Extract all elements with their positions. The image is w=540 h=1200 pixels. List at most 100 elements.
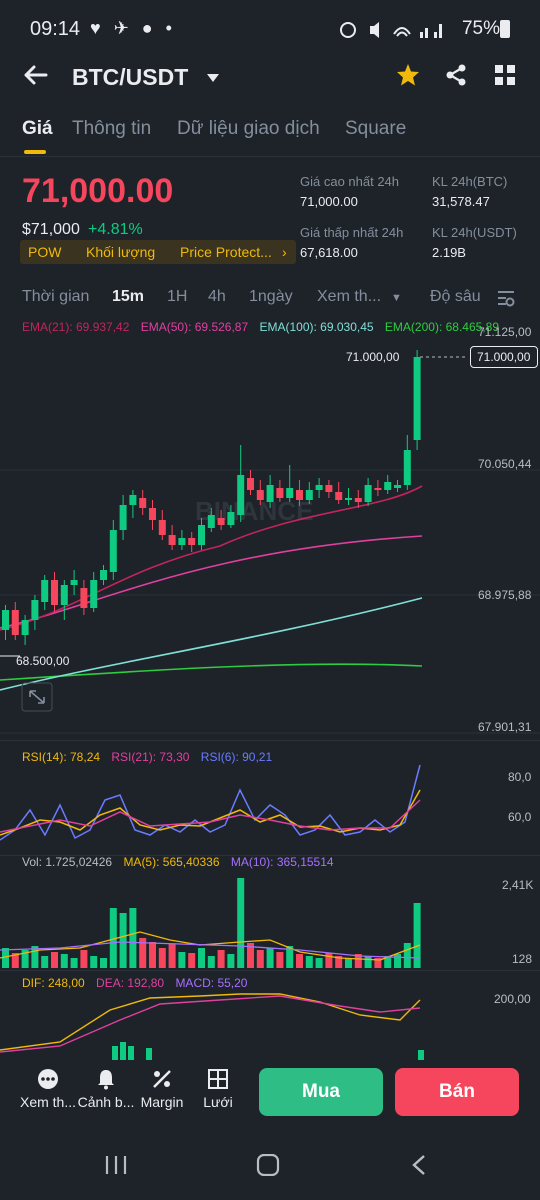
volume-bar (227, 954, 235, 968)
tab-active-indicator (24, 150, 46, 154)
timeframe-bar: Thời gian 15m 1H 4h 1ngày Xem th... ▼ Độ… (0, 284, 540, 312)
volume-bar (364, 956, 372, 968)
candle (384, 482, 392, 490)
vol-level-top: 2,41K (502, 878, 534, 892)
tab-bar: Giá Thông tin Dữ liệu giao dịch Square (0, 112, 540, 157)
tab-price[interactable]: Giá (22, 118, 53, 139)
tab-square[interactable]: Square (345, 118, 407, 139)
recent-apps-icon[interactable] (104, 1154, 128, 1181)
tag-bar[interactable]: POW Khối lượng Price Protect... › (20, 240, 296, 264)
grid-bot-icon (208, 1069, 228, 1089)
sell-button[interactable]: Bán (395, 1068, 519, 1116)
more-button[interactable]: Xem th... (18, 1068, 78, 1110)
last-price-tag: 71.000,00 (470, 346, 538, 368)
candle (237, 475, 245, 515)
dif-line (0, 993, 421, 1051)
volume-bar (296, 954, 303, 968)
tab-trading-data[interactable]: Dữ liệu giao dịch (177, 118, 320, 139)
volume-bar (276, 952, 284, 968)
low-24h-label: Giá thấp nhất 24h (300, 225, 404, 240)
volume-bar (315, 958, 323, 968)
notification-icons: ♥ ✈ ● • (90, 18, 176, 38)
share-icon[interactable] (444, 63, 468, 92)
tab-info[interactable]: Thông tin (72, 118, 152, 139)
tag-pow[interactable]: POW (28, 244, 62, 260)
vol-btc-label: KL 24h(BTC) (432, 174, 508, 189)
volume-bar (119, 913, 127, 968)
candle (100, 570, 107, 580)
tf-depth[interactable]: Độ sâu (430, 288, 481, 305)
candle (227, 512, 235, 525)
tf-1h[interactable]: 1H (167, 288, 188, 305)
volume-bar (188, 953, 196, 968)
dea-label: DEA: 192,80 (96, 976, 165, 990)
volume-bar (335, 956, 343, 968)
expand-icon[interactable] (21, 682, 53, 712)
candle (315, 485, 323, 490)
candle (403, 450, 411, 485)
volume-bar (384, 956, 392, 968)
y-axis-label-2: 70.050,44 (478, 457, 532, 471)
buy-button[interactable]: Mua (259, 1068, 383, 1116)
grid-button[interactable]: Lưới (188, 1068, 248, 1110)
divider (0, 855, 540, 856)
high-24h-value: 71,000.00 (300, 194, 358, 209)
candle (325, 485, 333, 492)
candle (90, 580, 98, 608)
candle (149, 508, 156, 520)
candle (139, 498, 147, 508)
ema100-line (0, 597, 423, 691)
candlestick-chart[interactable]: BINANCE 68.500,00 71.000,00 (0, 340, 540, 740)
candle (374, 488, 382, 490)
candle (364, 485, 372, 502)
status-bar: 09:14 ♥ ✈ ● • 75% (0, 0, 540, 58)
tf-4h[interactable]: 4h (208, 288, 226, 305)
volume-bar (139, 938, 147, 968)
volume-bar (41, 956, 49, 968)
back-icon[interactable] (410, 1154, 428, 1181)
home-icon[interactable] (256, 1153, 280, 1181)
candle (60, 585, 68, 605)
candle (296, 490, 303, 500)
system-nav-bar (0, 1130, 540, 1200)
candle (217, 518, 225, 525)
volume-bar (70, 958, 78, 968)
price-usd: $71,000 (22, 221, 80, 238)
volume-bar (345, 958, 352, 968)
vol-ma10-label: MA(10): 365,15514 (230, 855, 334, 869)
price-change: +4.81% (88, 221, 143, 238)
tf-time[interactable]: Thời gian (22, 288, 90, 305)
volume-chart (0, 878, 421, 968)
tf-1day[interactable]: 1ngày (249, 288, 293, 305)
back-arrow-icon[interactable] (22, 64, 48, 91)
battery-percent: 75% (461, 18, 500, 39)
rsi-level-60: 60,0 (508, 810, 532, 824)
rsi21-line (0, 799, 421, 833)
margin-button[interactable]: Margin (132, 1068, 192, 1110)
tag-price-protect[interactable]: Price Protect... (180, 244, 272, 260)
tf-more[interactable]: Xem th... (317, 288, 382, 305)
alert-button[interactable]: Cảnh b... (76, 1068, 136, 1110)
rsi14-label: RSI(14): 78,24 (22, 750, 101, 764)
indicator-settings-icon[interactable] (496, 288, 516, 313)
macd-level: 200,00 (494, 992, 531, 1006)
volume-bar (198, 948, 205, 968)
pair-title[interactable]: BTC/USDT (72, 64, 189, 90)
candle (129, 495, 137, 505)
caret-down-icon[interactable] (206, 70, 220, 88)
candle (394, 485, 401, 488)
vol-ma10-line (0, 941, 421, 959)
volume-bar (109, 908, 117, 968)
grid-menu-icon[interactable] (494, 64, 516, 91)
star-icon[interactable] (396, 63, 420, 92)
volume-bar (158, 948, 166, 968)
candle (31, 600, 39, 620)
candle (41, 580, 49, 602)
ema200-label: EMA(200): 68.465,89 (384, 320, 499, 334)
tag-volume[interactable]: Khối lượng (86, 244, 156, 260)
volume-bar (247, 943, 254, 968)
volume-bar (207, 956, 215, 968)
candle (11, 610, 19, 635)
tf-15m[interactable]: 15m (112, 288, 145, 305)
volume-bar (100, 958, 107, 968)
